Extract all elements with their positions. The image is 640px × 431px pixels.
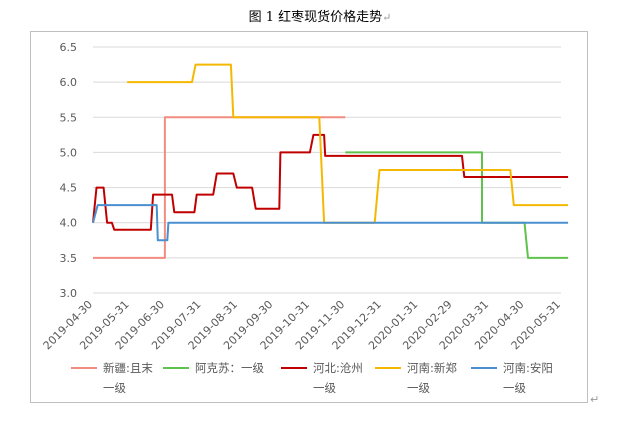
- x-axis-tick-labels: 2019-04-302019-05-312019-06-302019-07-31…: [41, 298, 563, 352]
- legend-label-line2-2: 一级: [313, 381, 336, 395]
- y-tick-label-4: 5.0: [60, 146, 78, 159]
- chart-frame: 3.0 3.5 4.0 4.5 5.0 5.5 6.0 6.5 2019-04-30 2019-…: [30, 31, 588, 403]
- legend-label-line2-4: 一级: [503, 381, 526, 395]
- line-chart: 3.0 3.5 4.0 4.5 5.0 5.5 6.0 6.5 2019-04-302019-…: [41, 41, 569, 395]
- y-tick-label-6: 6.0: [60, 76, 78, 89]
- series-lines: [92, 63, 569, 259]
- series-line-4: [92, 204, 569, 242]
- legend-label-3: 河南:新郑: [407, 361, 457, 375]
- paragraph-mark: ↵: [382, 11, 392, 24]
- y-tick-label-3: 4.5: [60, 182, 78, 195]
- y-tick-label-0: 3.0: [60, 287, 78, 300]
- legend-label-4: 河南:安阳: [503, 361, 553, 375]
- series-line-3: [127, 63, 569, 224]
- trailing-paragraph-mark: ↵: [590, 393, 600, 406]
- legend-label-line2-3: 一级: [407, 381, 430, 395]
- y-tick-label-5: 5.5: [60, 111, 78, 124]
- legend-label-2: 河北:沧州: [313, 361, 363, 375]
- y-tick-label-2: 4.0: [60, 217, 78, 230]
- legend-label-1: 阿克苏：一级: [195, 361, 264, 375]
- title-text: 图 1 红枣现货价格走势: [248, 10, 383, 25]
- y-axis-tick-labels: 3.0 3.5 4.0 4.5 5.0 5.5 6.0 6.5: [60, 41, 78, 300]
- y-tick-label-1: 3.5: [60, 252, 78, 265]
- page-title: 图 1 红枣现货价格走势↵: [0, 6, 640, 25]
- y-tick-label-7: 6.5: [60, 41, 78, 54]
- legend-label-line2-0: 一级: [103, 381, 126, 395]
- legend-label-0: 新疆:且末: [103, 361, 153, 375]
